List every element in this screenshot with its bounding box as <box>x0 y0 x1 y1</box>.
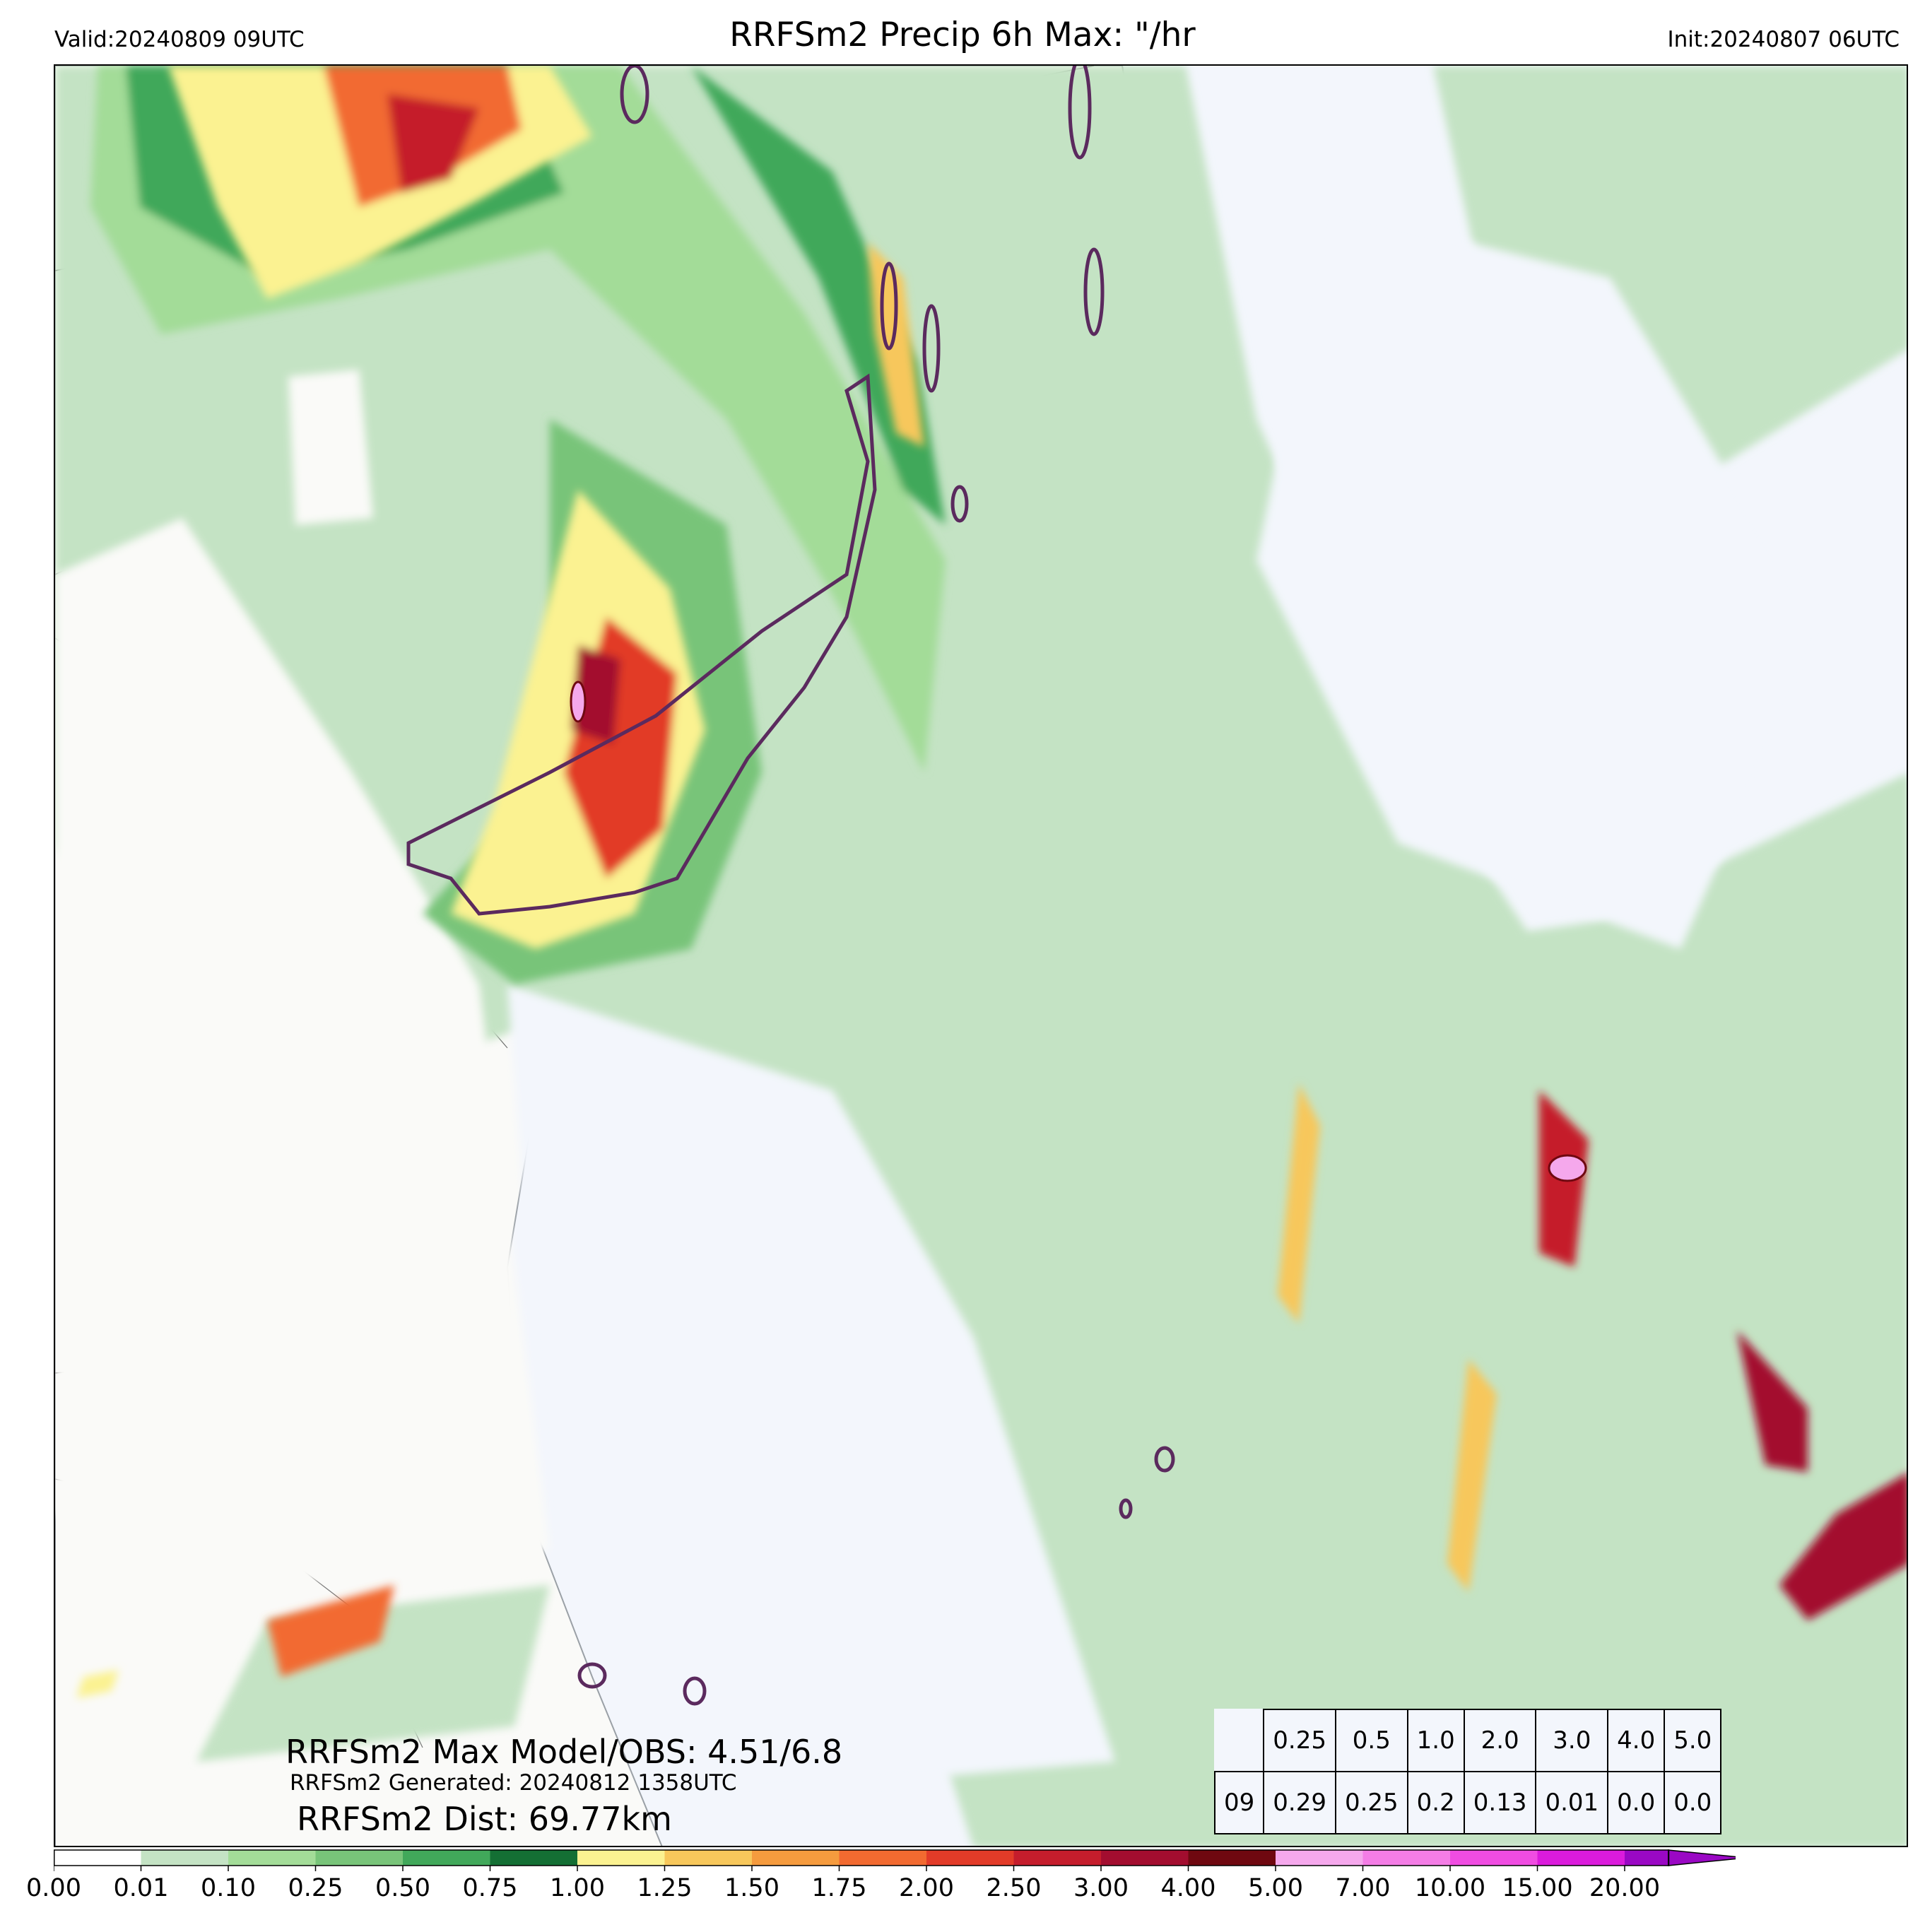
colorbar-segment <box>1276 1850 1363 1866</box>
colorbar-segment <box>926 1850 1014 1866</box>
colorbar-segment <box>228 1850 316 1866</box>
threshold-cell: 1.0 <box>1406 1709 1465 1772</box>
value-cell: 0.13 <box>1463 1771 1537 1834</box>
map-canvas <box>55 66 1907 1846</box>
colorbar-segment <box>315 1850 403 1866</box>
colorbar <box>54 1849 1736 1871</box>
colorbar-outline <box>54 1849 1670 1866</box>
colorbar-tick-label: 15.00 <box>1502 1874 1573 1902</box>
colorbar-tick-label: 0.25 <box>288 1874 343 1902</box>
colorbar-tick-label: 1.25 <box>637 1874 693 1902</box>
threshold-cell: 2.0 <box>1463 1709 1537 1772</box>
colorbar-segment <box>141 1850 228 1866</box>
precip-clear-areas <box>55 207 1822 1797</box>
colorbar-segment <box>1450 1850 1538 1866</box>
colorbar-tick-label: 1.50 <box>724 1874 779 1902</box>
colorbar-tick-label: 2.00 <box>899 1874 954 1902</box>
row-label: 09 <box>1213 1771 1265 1834</box>
value-cell: 0.0 <box>1607 1771 1666 1834</box>
colorbar-segment <box>1537 1850 1625 1866</box>
colorbar-segment <box>664 1850 752 1866</box>
colorbar-tick-label: 3.00 <box>1073 1874 1129 1902</box>
colorbar-tick-label: 1.75 <box>811 1874 867 1902</box>
value-cell: 0.0 <box>1664 1771 1722 1834</box>
value-cell: 0.01 <box>1535 1771 1609 1834</box>
colorbar-segment <box>490 1850 577 1866</box>
colorbar-tick-label: 2.50 <box>986 1874 1042 1902</box>
colorbar-extend-arrow <box>1668 1849 1736 1866</box>
colorbar-tick-label: 4.00 <box>1160 1874 1216 1902</box>
precip-map <box>54 64 1908 1847</box>
colorbar-tick-label: 10.00 <box>1414 1874 1486 1902</box>
threshold-table: 0.25 0.5 1.0 2.0 3.0 4.0 5.0 09 0.29 0.2… <box>1213 1709 1722 1834</box>
colorbar-segment <box>1625 1850 1668 1866</box>
obs-contours <box>406 66 1175 1706</box>
threshold-cell: 4.0 <box>1607 1709 1666 1772</box>
colorbar-segment <box>752 1850 840 1866</box>
table-corner <box>1215 1709 1264 1772</box>
colorbar-tick-label: 0.00 <box>26 1874 81 1902</box>
precip-extreme <box>570 681 1587 1182</box>
threshold-cell: 5.0 <box>1664 1709 1722 1772</box>
stat-distance: RRFSm2 Dist: 69.77km <box>297 1800 672 1838</box>
colorbar-segment <box>577 1850 665 1866</box>
colorbar-segment <box>403 1850 490 1866</box>
colorbar-tick-label: 7.00 <box>1335 1874 1391 1902</box>
threshold-cell: 0.5 <box>1334 1709 1408 1772</box>
colorbar-tick-label: 5.00 <box>1248 1874 1303 1902</box>
colorbar-tick-label: 20.00 <box>1589 1874 1661 1902</box>
threshold-cell: 3.0 <box>1535 1709 1609 1772</box>
colorbar-segment <box>839 1850 926 1866</box>
value-cell: 0.2 <box>1406 1771 1465 1834</box>
colorbar-tick-label: 1.00 <box>550 1874 605 1902</box>
colorbar-tick-label: 0.10 <box>201 1874 256 1902</box>
threshold-header-row: 0.25 0.5 1.0 2.0 3.0 4.0 5.0 <box>1215 1709 1722 1772</box>
map-title: RRFSm2 Precip 6h Max: "/hr <box>729 16 1196 54</box>
threshold-cell: 0.25 <box>1263 1709 1336 1772</box>
value-cell: 0.25 <box>1334 1771 1408 1834</box>
valid-time: Valid:20240809 09UTC <box>54 27 305 52</box>
stat-generated: RRFSm2 Generated: 20240812 1358UTC <box>290 1770 737 1796</box>
colorbar-segment <box>1188 1850 1276 1866</box>
threshold-value-row: 09 0.29 0.25 0.2 0.13 0.01 0.0 0.0 <box>1213 1771 1722 1834</box>
init-time: Init:20240807 06UTC <box>1667 27 1900 52</box>
colorbar-segment <box>1101 1850 1189 1866</box>
stat-max-model-obs: RRFSm2 Max Model/OBS: 4.51/6.8 <box>285 1733 843 1771</box>
colorbar-segment <box>1362 1850 1450 1866</box>
colorbar-segment <box>54 1850 141 1866</box>
colorbar-segment <box>1013 1850 1101 1866</box>
colorbar-tick-label: 0.01 <box>113 1874 169 1902</box>
colorbar-tick-label: 0.50 <box>375 1874 430 1902</box>
colorbar-tick-label: 0.75 <box>462 1874 518 1902</box>
value-cell: 0.29 <box>1263 1771 1336 1834</box>
precip-light <box>55 66 1907 1846</box>
